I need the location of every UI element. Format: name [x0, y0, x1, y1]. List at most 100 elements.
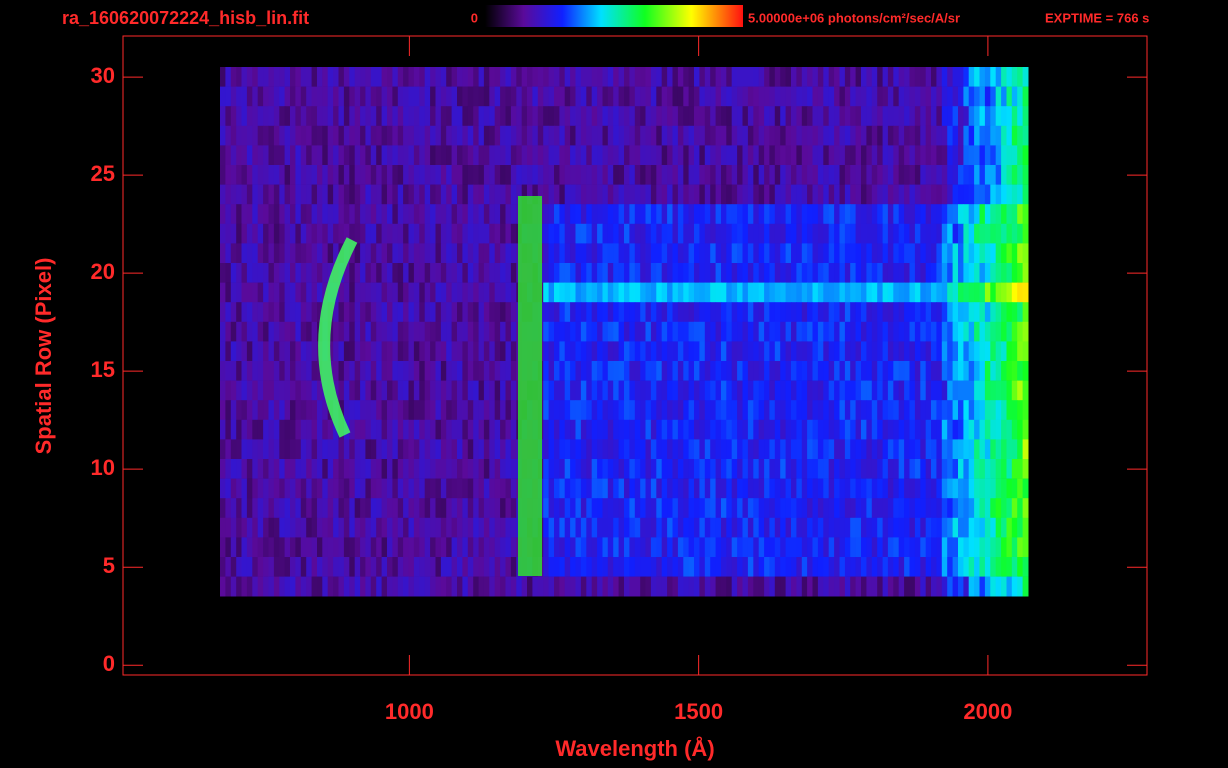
spectrum-pixel	[1001, 302, 1007, 323]
spectrum-pixel	[290, 282, 296, 303]
spectrum-pixel	[510, 557, 517, 577]
spectrum-pixel	[968, 478, 975, 499]
colorbar	[485, 5, 743, 27]
spectrum-pixel	[457, 282, 463, 303]
spectrum-pixel	[704, 263, 711, 283]
spectrum-pixel	[774, 361, 781, 381]
spectrum-pixel	[246, 498, 253, 519]
spectrum-pixel	[478, 557, 485, 577]
spectrum-pixel	[333, 361, 339, 381]
spectrum-pixel	[785, 400, 792, 421]
spectrum-pixel	[591, 400, 598, 421]
spectrum-pixel	[844, 459, 851, 479]
spectrum-pixel	[1022, 165, 1029, 185]
spectrum-pixel	[306, 145, 313, 166]
spectrum-pixel	[920, 537, 927, 558]
spectrum-pixel	[699, 498, 706, 519]
spectrum-pixel	[548, 557, 555, 577]
spectrum-pixel	[952, 361, 959, 381]
spectrum-pixel	[435, 537, 442, 558]
spectrum-pixel	[801, 341, 808, 362]
spectrum-pixel	[306, 439, 313, 460]
spectrum-pixel	[737, 145, 743, 166]
spectrum-pixel	[311, 67, 318, 87]
spectrum-pixel	[823, 341, 830, 362]
spectrum-pixel	[747, 478, 754, 499]
spectrum-pixel	[306, 204, 313, 225]
spectrum-pixel	[220, 537, 226, 558]
spectrum-pixel	[823, 361, 830, 381]
spectrum-pixel	[457, 361, 463, 381]
spectrum-pixel	[220, 184, 226, 205]
spectrum-pixel	[936, 517, 943, 538]
spectrum-pixel	[650, 204, 657, 225]
spectrum-pixel	[478, 125, 485, 146]
spectrum-pixel	[984, 86, 991, 107]
spectrum-pixel	[887, 517, 894, 538]
spectrum-pixel	[769, 165, 776, 185]
spectrum-pixel	[710, 419, 717, 440]
spectrum-pixel	[510, 204, 517, 225]
spectrum-pixel	[387, 184, 393, 205]
spectrum-pixel	[500, 400, 506, 421]
spectrum-pixel	[758, 498, 765, 519]
spectrum-pixel	[483, 263, 490, 283]
spectrum-pixel	[446, 478, 453, 499]
spectrum-pixel	[451, 498, 458, 519]
spectrum-pixel	[624, 419, 630, 440]
spectrum-pixel	[764, 459, 770, 479]
spectrum-pixel	[580, 517, 587, 538]
spectrum-pixel	[855, 459, 862, 479]
spectrum-pixel	[613, 67, 620, 87]
spectrum-pixel	[365, 557, 372, 577]
spectrum-pixel	[645, 243, 652, 264]
spectrum-pixel	[618, 459, 625, 479]
spectrum-pixel	[225, 557, 232, 577]
spectrum-pixel	[430, 498, 436, 519]
spectrum-pixel	[640, 537, 647, 558]
spectrum-pixel	[613, 400, 620, 421]
spectrum-pixel	[451, 145, 458, 166]
spectrum-pixel	[780, 419, 787, 440]
spectrum-pixel	[446, 439, 453, 460]
spectrum-pixel	[984, 145, 991, 166]
spectrum-pixel	[554, 204, 560, 225]
spectrum-pixel	[263, 400, 269, 421]
spectrum-pixel	[489, 537, 496, 558]
spectrum-pixel	[737, 321, 743, 342]
spectrum-pixel	[688, 517, 695, 538]
spectrum-pixel	[721, 106, 727, 127]
spectrum-pixel	[230, 302, 237, 323]
spectrum-pixel	[343, 145, 350, 166]
spectrum-pixel	[920, 361, 927, 381]
spectrum-pixel	[624, 106, 630, 127]
spectrum-pixel	[721, 537, 727, 558]
spectrum-pixel	[543, 341, 550, 362]
spectrum-pixel	[877, 361, 884, 381]
spectrum-pixel	[958, 263, 964, 283]
spectrum-pixel	[694, 361, 700, 381]
spectrum-pixel	[548, 321, 555, 342]
spectrum-pixel	[645, 517, 652, 538]
spectrum-pixel	[871, 439, 878, 460]
spectrum-pixel	[947, 459, 954, 479]
spectrum-pixel	[990, 204, 997, 225]
spectrum-pixel	[704, 145, 711, 166]
spectrum-pixel	[984, 321, 991, 342]
spectrum-pixel	[823, 576, 830, 597]
spectrum-pixel	[467, 419, 474, 440]
spectrum-pixel	[510, 459, 517, 479]
spectrum-pixel	[263, 439, 269, 460]
spectrum-pixel	[893, 125, 900, 146]
spectrum-pixel	[376, 459, 383, 479]
spectrum-pixel	[279, 243, 286, 264]
spectrum-pixel	[704, 67, 711, 87]
spectrum-pixel	[925, 419, 932, 440]
spectrum-pixel	[354, 478, 361, 499]
spectrum-pixel	[995, 419, 1002, 440]
spectrum-pixel	[807, 537, 813, 558]
spectrum-pixel	[548, 576, 555, 597]
spectrum-pixel	[494, 478, 501, 499]
spectrum-pixel	[672, 459, 679, 479]
spectrum-pixel	[650, 106, 657, 127]
